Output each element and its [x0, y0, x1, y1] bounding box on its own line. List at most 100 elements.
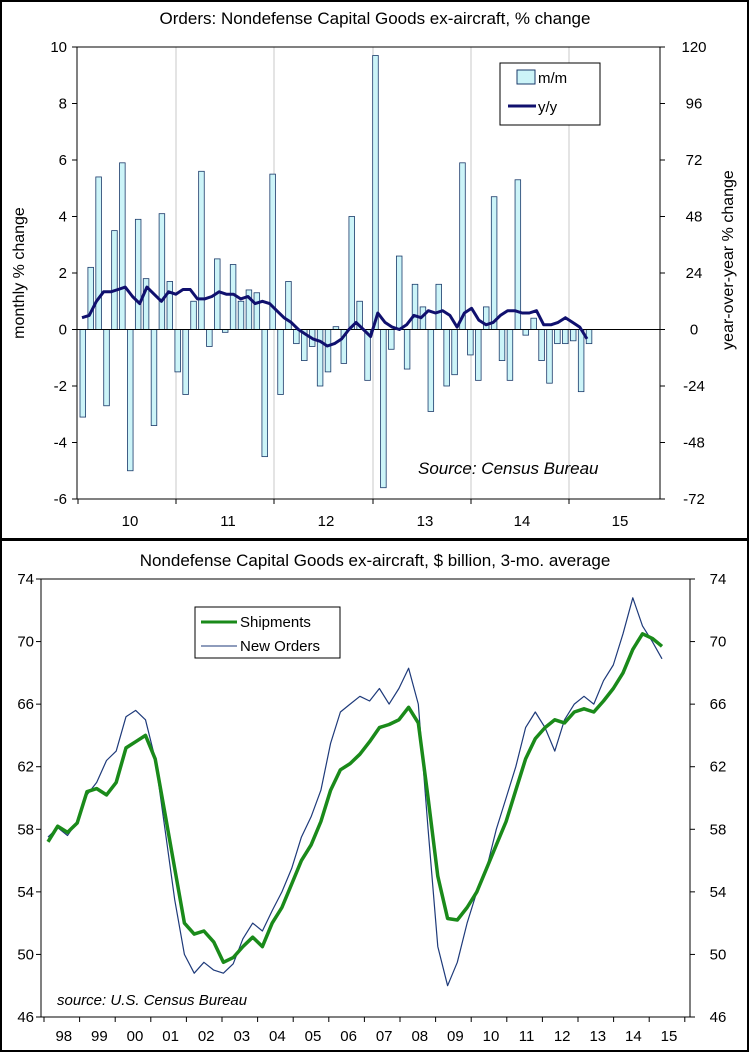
bottom-chart-title: Nondefense Capital Goods ex-aircraft, $ …: [140, 551, 611, 570]
mm-bar: [103, 329, 110, 407]
shipments-line: [46, 632, 664, 965]
top-chart-x-ticks: 10 11 12 13 14 15: [77, 499, 629, 530]
top-left-tick-label: -2: [54, 378, 67, 395]
legend-label-orders: New Orders: [240, 638, 320, 655]
top-x-tick-label: 13: [417, 513, 434, 530]
mm-bar: [530, 317, 537, 330]
bottom-chart-left-ticks: 74 70 66 62 58 54 50 46: [17, 571, 41, 1026]
top-left-tick-label: 10: [50, 39, 67, 56]
top-x-tick-label: 14: [514, 513, 531, 530]
bottom-chart: Nondefense Capital Goods ex-aircraft, $ …: [17, 551, 726, 1045]
top-chart-bars: [77, 55, 660, 489]
bottom-x-tick-label: 10: [483, 1028, 500, 1045]
bottom-x-tick-label: 12: [554, 1028, 571, 1045]
mm-bar: [261, 329, 268, 458]
mm-bar: [490, 196, 498, 330]
top-chart: Orders: Nondefense Capital Goods ex-airc…: [11, 9, 737, 530]
mm-bar: [435, 283, 442, 330]
mm-bar: [198, 170, 205, 330]
top-right-tick-label: 72: [686, 152, 703, 169]
bottom-x-tick-label: 98: [55, 1028, 72, 1045]
top-chart-left-ticks: 10 8 6 4 2 0 -2 -4 -6: [50, 39, 77, 508]
top-x-tick-label: 15: [612, 513, 629, 530]
bottom-x-tick-label: 11: [519, 1028, 535, 1045]
mm-bar: [150, 329, 158, 426]
new-orders-line: [47, 597, 663, 987]
bottom-right-tick-label: 74: [710, 571, 727, 588]
mm-bar: [522, 329, 529, 336]
mm-bar: [190, 300, 197, 330]
mm-bar: [388, 329, 395, 350]
mm-bar: [253, 292, 261, 330]
mm-bar: [166, 281, 174, 330]
mm-bar: [498, 329, 506, 361]
mm-bar: [506, 329, 514, 381]
bottom-x-tick-label: 06: [340, 1028, 357, 1045]
bottom-right-tick-label: 58: [710, 821, 727, 838]
top-chart-ylabel: monthly % change: [11, 207, 28, 339]
mm-bar: [475, 329, 482, 381]
mm-bar: [427, 329, 435, 412]
top-x-tick-label: 10: [122, 513, 139, 530]
bottom-x-tick-label: 08: [411, 1028, 428, 1045]
mm-bar: [111, 230, 118, 330]
bottom-right-tick-label: 66: [710, 696, 727, 713]
mm-bar: [206, 329, 213, 347]
mm-bar: [451, 329, 458, 376]
bottom-x-tick-label: 03: [233, 1028, 250, 1045]
bottom-x-tick-label: 14: [625, 1028, 642, 1045]
mm-bar: [174, 329, 181, 373]
bottom-x-tick-label: 13: [589, 1028, 606, 1045]
top-right-tick-label: 0: [690, 322, 698, 339]
top-right-tick-label: 96: [686, 96, 703, 113]
bottom-chart-source: source: U.S. Census Bureau: [57, 992, 248, 1009]
top-right-tick-label: -24: [683, 378, 705, 395]
yy-line: [81, 285, 589, 348]
top-right-tick-label: -72: [683, 491, 705, 508]
bottom-right-tick-label: 54: [710, 884, 727, 901]
legend-swatch-mm: [516, 69, 536, 85]
mm-bar: [79, 329, 86, 418]
top-x-tick-label: 11: [220, 513, 236, 530]
top-right-tick-label: 24: [686, 265, 703, 282]
mm-bar: [546, 329, 553, 384]
legend-label-yy: y/y: [538, 99, 558, 116]
bottom-x-tick-label: 01: [162, 1028, 179, 1045]
mm-bar: [514, 179, 522, 330]
mm-bar: [538, 329, 545, 361]
bottom-plot-area: [40, 578, 691, 1018]
mm-bar: [87, 266, 94, 330]
mm-bar: [403, 329, 411, 370]
top-right-tick-label: 48: [686, 209, 703, 226]
mm-bar: [324, 329, 332, 373]
bottom-x-tick-label: 00: [127, 1028, 144, 1045]
top-left-tick-label: -4: [54, 435, 67, 452]
top-chart-y2label: year-over-year % change: [720, 170, 737, 350]
bottom-chart-legend: Shipments New Orders: [194, 606, 341, 659]
mm-bar: [411, 283, 419, 330]
bottom-x-tick-label: 99: [91, 1028, 108, 1045]
mm-bar: [277, 329, 284, 395]
mm-bar: [348, 216, 355, 330]
bottom-x-tick-label: 15: [661, 1028, 678, 1045]
bottom-chart-x-ticks: 98 99 00 01 02 03 04 05 06 07 08 09 10 11 12 13 14 15: [43, 1017, 686, 1045]
mm-bar: [443, 329, 450, 387]
mm-bar: [127, 329, 134, 472]
mm-bar: [570, 329, 577, 342]
bottom-x-tick-label: 04: [269, 1028, 286, 1045]
mm-bar: [467, 329, 474, 356]
bottom-right-tick-label: 70: [710, 634, 727, 651]
legend-label-mm: m/m: [538, 70, 567, 87]
mm-bar: [229, 264, 237, 330]
bottom-left-tick-label: 62: [17, 759, 34, 776]
bottom-right-tick-label: 62: [710, 759, 727, 776]
top-left-tick-label: 8: [59, 96, 67, 113]
legend-label-shipments: Shipments: [240, 614, 311, 631]
top-chart-line: [81, 285, 589, 348]
mm-bar: [95, 176, 102, 330]
bottom-legend-box: [194, 606, 341, 659]
mm-bar: [158, 213, 166, 330]
bottom-x-tick-label: 09: [447, 1028, 464, 1045]
